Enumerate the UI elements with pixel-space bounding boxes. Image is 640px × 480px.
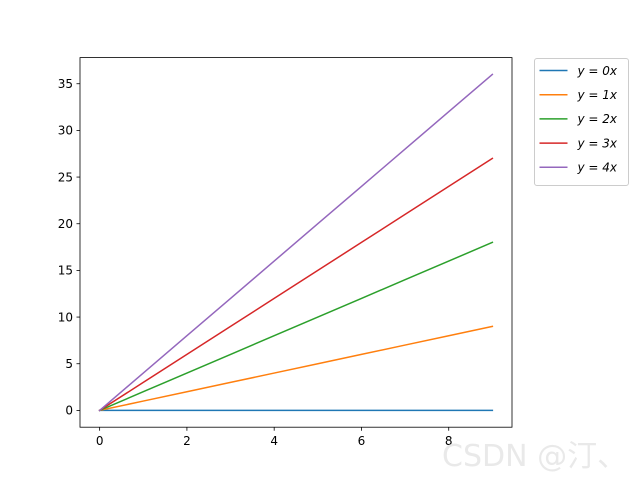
axes-frame [79, 57, 513, 428]
x-tick-label: 0 [96, 434, 104, 448]
legend-label-1: y = 1x [577, 88, 618, 102]
y-tick-label: 0 [65, 404, 73, 418]
watermark: CSDN @汀、 [442, 439, 627, 474]
x-tick-label: 8 [445, 434, 453, 448]
x-tick-label: 4 [270, 434, 278, 448]
y-tick-label: 30 [58, 124, 73, 138]
y-tick-label: 20 [58, 217, 73, 231]
plot-lines [98, 73, 494, 412]
series-line-3 [98, 157, 494, 412]
x-tick-label: 2 [183, 434, 191, 448]
x-tick-label: 6 [358, 434, 366, 448]
y-axis-ticks: 0 5 10 15 20 25 30 35 [58, 77, 80, 418]
y-tick-label: 5 [65, 357, 73, 371]
legend-label-3: y = 3x [577, 136, 618, 150]
legend: y = 0x y = 1x y = 2x y = 3x y = 4x [534, 58, 629, 186]
x-axis-ticks: 0 2 4 6 8 [96, 427, 453, 448]
legend-frame [534, 58, 629, 186]
y-tick-label: 15 [58, 264, 73, 278]
legend-label-4: y = 4x [577, 161, 618, 175]
legend-label-2: y = 2x [577, 112, 618, 126]
series-line-1 [98, 325, 494, 412]
series-line-2 [98, 241, 494, 412]
y-tick-label: 25 [58, 170, 73, 184]
y-tick-label: 10 [58, 310, 73, 324]
series-line-4 [98, 73, 494, 412]
legend-label-0: y = 0x [577, 64, 618, 78]
y-tick-label: 35 [58, 77, 73, 91]
